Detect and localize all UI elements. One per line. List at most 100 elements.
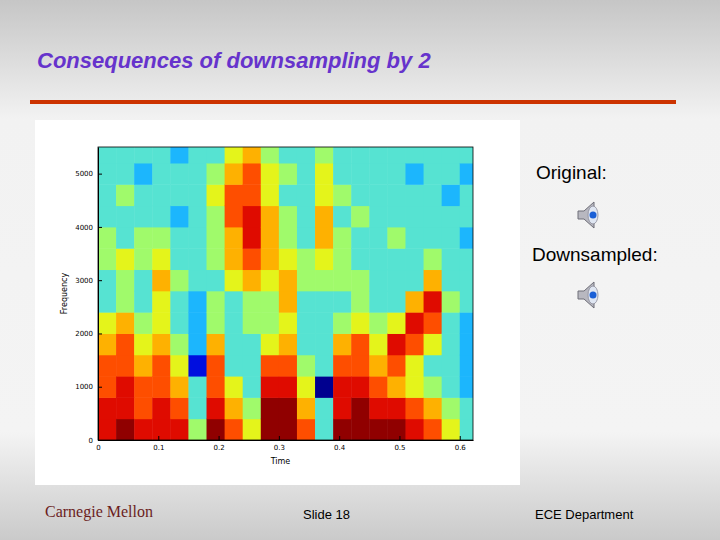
heatmap-cell bbox=[261, 147, 280, 163]
heatmap-cell bbox=[225, 184, 244, 206]
speaker-rim[interactable] bbox=[588, 286, 598, 304]
heatmap-cell bbox=[279, 147, 298, 163]
heatmap-cell bbox=[225, 355, 244, 377]
heatmap-cell bbox=[351, 333, 370, 355]
heatmap-cell bbox=[351, 376, 370, 398]
heatmap-cell bbox=[225, 163, 244, 185]
heatmap-cell bbox=[134, 376, 153, 398]
heatmap-cell bbox=[152, 291, 171, 313]
heatmap-cell bbox=[225, 248, 244, 270]
heatmap-cell bbox=[261, 206, 280, 228]
heatmap-cell bbox=[424, 291, 443, 313]
heatmap-cell bbox=[116, 163, 135, 185]
background bbox=[0, 0, 720, 540]
x-axis-line bbox=[99, 440, 474, 441]
heatmap-cell bbox=[351, 291, 370, 313]
heatmap-cell bbox=[261, 419, 280, 440]
heatmap-cell bbox=[170, 333, 189, 355]
heatmap-cell bbox=[225, 376, 244, 398]
heatmap-cell bbox=[225, 206, 244, 228]
heatmap-cell bbox=[116, 397, 135, 419]
heatmap-cell bbox=[98, 376, 117, 398]
heatmap-cell bbox=[405, 227, 424, 249]
footer-department: ECE Department bbox=[535, 507, 634, 522]
heatmap-cell bbox=[170, 376, 189, 398]
heatmap-cell bbox=[152, 355, 171, 377]
x-tick-mark bbox=[158, 436, 159, 440]
heatmap-cell bbox=[297, 147, 316, 163]
heatmap-cell bbox=[369, 397, 388, 419]
heatmap-cell bbox=[351, 227, 370, 249]
heatmap-cell bbox=[152, 376, 171, 398]
heatmap-cell bbox=[116, 184, 135, 206]
heatmap-cell bbox=[351, 248, 370, 270]
heatmap-cell bbox=[351, 312, 370, 334]
heatmap-cell bbox=[424, 397, 443, 419]
heatmap-cell bbox=[442, 333, 461, 355]
heatmap-cell bbox=[243, 376, 262, 398]
heatmap-cell bbox=[333, 227, 352, 249]
heatmap-cell bbox=[188, 333, 207, 355]
heatmap-cell bbox=[261, 376, 280, 398]
heatmap-cell bbox=[261, 355, 280, 377]
heatmap-cell bbox=[98, 355, 117, 377]
x-tick-label: 0 bbox=[96, 444, 100, 452]
heatmap-cell bbox=[315, 227, 334, 249]
heatmap-cell bbox=[351, 355, 370, 377]
x-tick-label: 0.2 bbox=[214, 444, 225, 452]
heatmap-cell bbox=[134, 248, 153, 270]
x-tick: 0.1 bbox=[153, 436, 164, 452]
heatmap-cell bbox=[369, 248, 388, 270]
heatmap-cell bbox=[442, 270, 461, 292]
heatmap-cell bbox=[297, 333, 316, 355]
y-tick-mark bbox=[98, 333, 102, 334]
heatmap-cell bbox=[116, 312, 135, 334]
heatmap-cell bbox=[369, 291, 388, 313]
heatmap-cell bbox=[369, 227, 388, 249]
heatmap-cell bbox=[261, 270, 280, 292]
x-tick: 0.3 bbox=[274, 436, 285, 452]
heatmap-cell bbox=[369, 333, 388, 355]
heatmap-cell bbox=[442, 163, 461, 185]
heatmap-cell bbox=[98, 227, 117, 249]
speaker-icon[interactable] bbox=[578, 202, 598, 228]
speaker-icon[interactable] bbox=[578, 282, 598, 308]
y-tick: 5000 bbox=[75, 170, 102, 178]
heatmap-cell bbox=[442, 312, 461, 334]
heatmap-cell bbox=[369, 184, 388, 206]
heatmap-cell bbox=[387, 270, 406, 292]
heatmap-cell bbox=[387, 163, 406, 185]
heatmap-cell bbox=[315, 355, 334, 377]
x-axis: 00.10.20.30.40.50.6 bbox=[96, 436, 473, 452]
heatmap-cell bbox=[170, 248, 189, 270]
speaker-dot[interactable] bbox=[590, 292, 597, 299]
heatmap-cell bbox=[207, 184, 226, 206]
heatmap-cell bbox=[405, 291, 424, 313]
x-tick-label: 0.1 bbox=[153, 444, 164, 452]
y-tick-mark bbox=[98, 280, 102, 281]
heatmap-cell bbox=[134, 206, 153, 228]
y-tick-label: 3000 bbox=[75, 277, 93, 285]
heatmap-cell bbox=[134, 419, 153, 440]
heatmap-cell bbox=[207, 147, 226, 163]
heatmap-cell bbox=[424, 163, 443, 185]
x-tick-label: 0.3 bbox=[274, 444, 285, 452]
heatmap-cell bbox=[152, 248, 171, 270]
y-tick: 3000 bbox=[75, 277, 102, 285]
heatmap-cell bbox=[315, 184, 334, 206]
heatmap-cell bbox=[424, 227, 443, 249]
heatmap-cell bbox=[351, 206, 370, 228]
heatmap-cell bbox=[279, 227, 298, 249]
heatmap-cell bbox=[207, 206, 226, 228]
heatmap-cell bbox=[188, 163, 207, 185]
heatmap-cell bbox=[333, 376, 352, 398]
heatmap-cell bbox=[188, 419, 207, 440]
heatmap-cell bbox=[424, 248, 443, 270]
y-tick: 1000 bbox=[75, 383, 102, 391]
heatmap-cell bbox=[225, 333, 244, 355]
speaker-dot[interactable] bbox=[590, 212, 597, 219]
heatmap-cell bbox=[442, 227, 461, 249]
heatmap-cell bbox=[207, 376, 226, 398]
speaker-rim[interactable] bbox=[588, 206, 598, 224]
heatmap-cell bbox=[460, 163, 473, 185]
